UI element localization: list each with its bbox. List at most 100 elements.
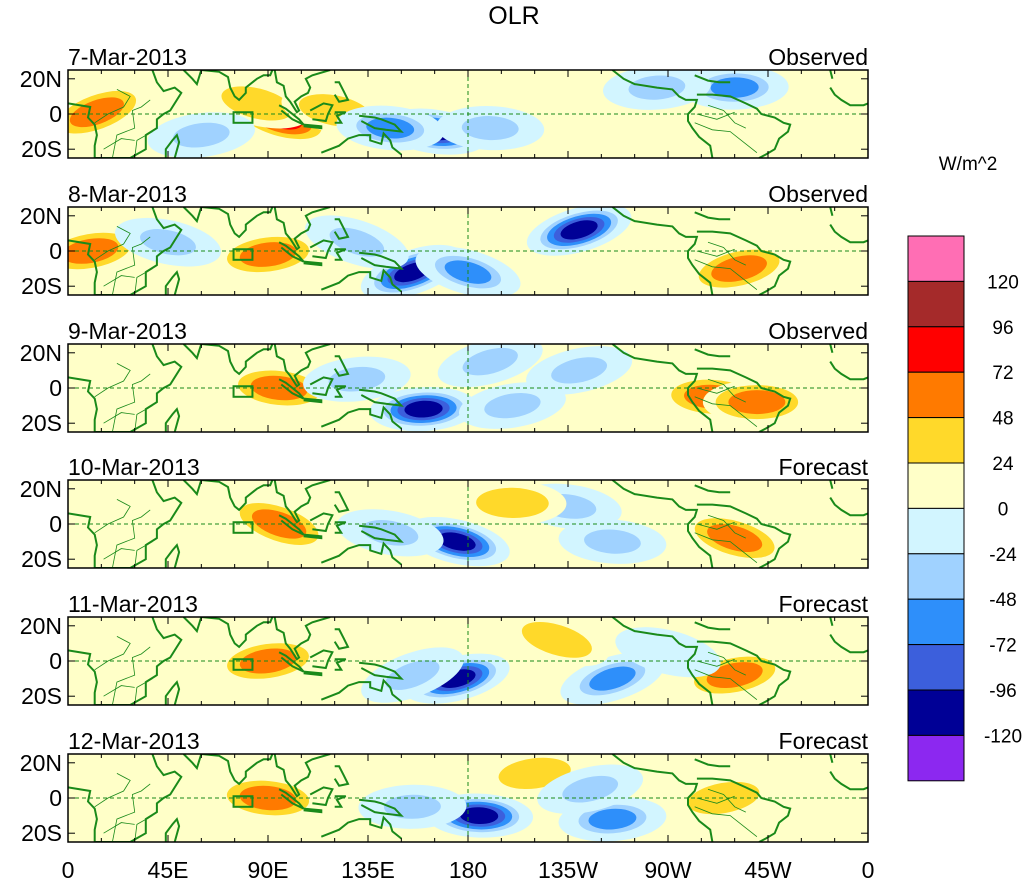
positive-anomaly: [686, 243, 792, 294]
coastline-sumatra: [278, 651, 305, 673]
anomaly-contour: [711, 255, 767, 282]
coastline-philippines: [333, 218, 350, 240]
country-border: [103, 275, 135, 287]
country-border: [94, 636, 131, 671]
colorbar-level-label: -72: [989, 636, 1016, 657]
panel-date: 7-Mar-2013: [68, 44, 187, 70]
panel-label: Forecast: [779, 728, 869, 754]
coastline-americas: [611, 754, 714, 842]
country-border: [696, 795, 735, 804]
country-border: [134, 405, 153, 432]
country-border: [694, 532, 758, 564]
country-border: [707, 514, 746, 539]
coastline-sulawesi: [334, 521, 347, 534]
anomaly-contour: [404, 400, 443, 418]
x-tick-label: 0: [62, 857, 75, 883]
coastline-sulawesi: [334, 248, 347, 261]
anomaly-contour: [707, 524, 763, 553]
country-border: [112, 236, 151, 295]
olr-panel: 20N 0 20S 11-Mar-2013 Forecast: [20, 591, 869, 709]
coastline-wafrica: [829, 361, 868, 381]
y-tick-label: 20N: [20, 340, 62, 366]
olr-panel: 20N 0 20S 8-Mar-2013 Observed: [20, 181, 869, 299]
coastline-philippines: [333, 628, 350, 650]
country-border: [696, 111, 735, 120]
coastlines: [68, 207, 868, 295]
positive-anomaly: [68, 84, 149, 140]
coastline-samerica_e: [696, 367, 792, 432]
anomaly-contour: [521, 621, 592, 658]
coastline-java: [303, 260, 323, 267]
coastline-wafrica: [829, 87, 868, 107]
y-tick-label: 20S: [21, 683, 62, 709]
country-border: [134, 678, 153, 705]
coastline-newguinea: [358, 114, 404, 133]
anomaly-contour: [588, 808, 637, 830]
coastline-samerica_e: [696, 503, 792, 568]
anomaly-contour: [589, 666, 636, 691]
coastline-sahara: [829, 70, 834, 80]
coastline-sulawesi: [334, 795, 347, 808]
y-tick-label: 0: [49, 648, 62, 674]
country-border: [694, 122, 758, 154]
country-border: [94, 226, 131, 261]
coastline-arabia_india: [182, 480, 274, 512]
panel-label: Forecast: [779, 454, 869, 480]
country-border: [134, 815, 153, 842]
colorbar-level-label: 96: [992, 318, 1013, 339]
chart-title: OLR: [488, 2, 539, 30]
country-border: [707, 378, 746, 403]
coastline-americas: [611, 617, 714, 705]
y-tick-label: 20S: [21, 410, 62, 436]
coastline-borneo: [309, 786, 334, 807]
anomaly-contour: [459, 807, 499, 824]
negative-anomaly: [114, 217, 222, 267]
country-border: [694, 259, 758, 291]
anomaly-contour: [366, 117, 415, 139]
coastlines: [68, 70, 868, 158]
panel-date: 8-Mar-2013: [68, 181, 187, 207]
colorbar-swatch: [907, 689, 965, 736]
country-border: [103, 412, 135, 424]
coastline-sahara: [829, 480, 834, 490]
x-tick-label: 0: [862, 857, 875, 883]
coastline-philippines: [333, 81, 350, 103]
x-tick-label: 135W: [538, 857, 598, 883]
x-tick-label: 45E: [148, 857, 189, 883]
colorbar: W/m^2 120 96 72 48 24 0 -24 -48 -72 -96 -120: [907, 154, 1022, 782]
coastline-sulawesi: [334, 111, 347, 124]
anomaly-contour: [461, 116, 519, 141]
coastline-indochina: [273, 344, 331, 388]
coastline-java: [303, 397, 323, 404]
coastline-indochina: [273, 754, 331, 798]
olr-panel: 20N 0 20S 7-Mar-2013 Observed: [20, 44, 869, 162]
coastline-java: [303, 533, 323, 540]
colorbar-swatch: [907, 280, 965, 328]
coastline-sulawesi: [334, 658, 347, 671]
country-border: [696, 385, 735, 394]
colorbar-level-label: 24: [992, 454, 1014, 475]
negative-anomaly: [458, 382, 566, 429]
positive-anomaly: [458, 480, 567, 525]
colorbar-units: W/m^2: [939, 154, 998, 175]
anomaly-contour: [728, 390, 786, 415]
coastline-caribbean: [694, 621, 731, 631]
coastline-wafrica: [829, 771, 868, 791]
negative-anomaly: [537, 764, 644, 814]
coastline-caribbean: [694, 74, 731, 84]
olr-panel: 20N 0 20S 12-Mar-2013 Forecast: [20, 728, 869, 846]
coastlines: [68, 754, 868, 842]
coastline-newguinea: [358, 524, 404, 543]
coastline-sumatra: [278, 514, 305, 536]
coastline-philippines: [333, 765, 350, 787]
x-tick-label: 45W: [744, 857, 792, 883]
country-border: [707, 241, 746, 266]
anomaly-contour: [551, 357, 608, 384]
anomaly-contour: [687, 781, 760, 815]
country-border: [94, 89, 131, 124]
coastline-australia: [320, 678, 402, 703]
negative-anomaly: [526, 207, 632, 256]
panel-label: Observed: [768, 44, 868, 70]
coastline-americas: [611, 344, 714, 432]
